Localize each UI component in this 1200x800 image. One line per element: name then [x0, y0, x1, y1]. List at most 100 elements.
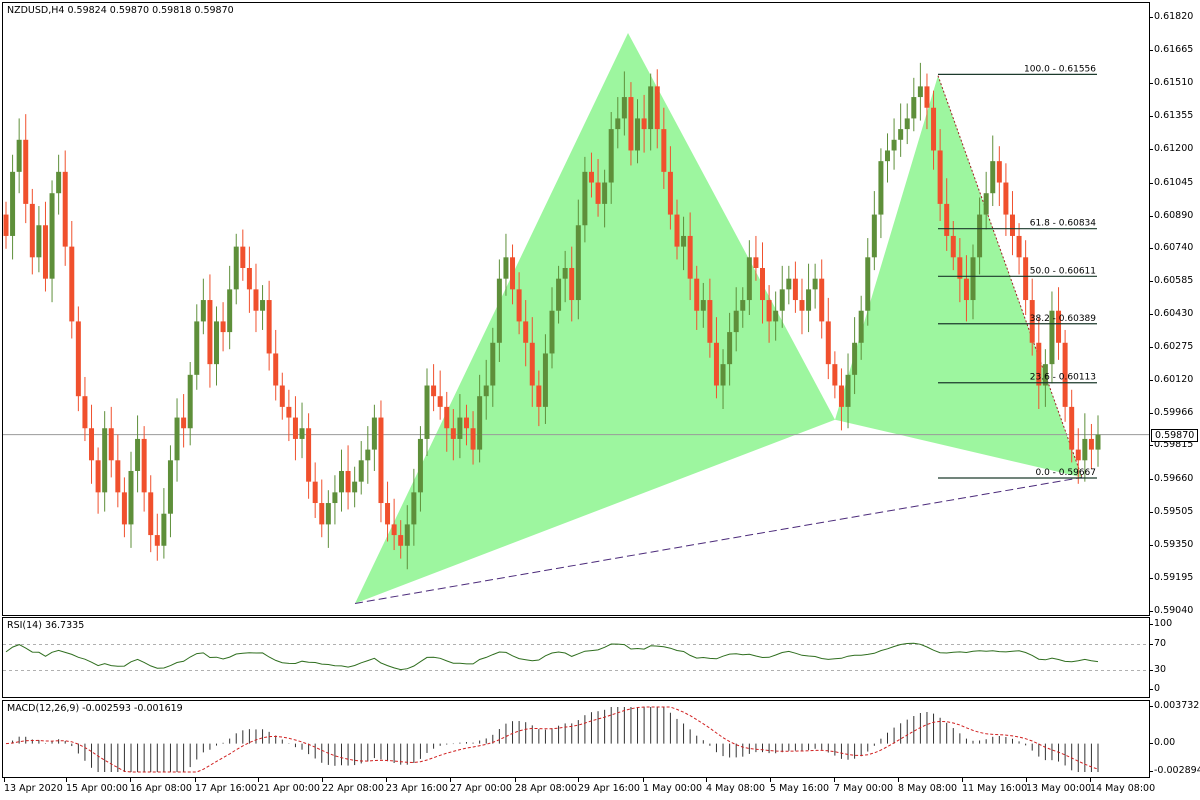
rsi-tick-label: 0 [1148, 683, 1161, 694]
candle-body [371, 417, 377, 450]
candle-body [898, 129, 904, 140]
candle [1016, 223, 1022, 275]
macd-pane[interactable]: MACD(12,26,9) -0.002593 -0.001619 [2, 700, 1150, 778]
candle-body [707, 300, 713, 343]
candle-body [648, 86, 654, 130]
rsi-tick-label: 70 [1148, 637, 1167, 649]
price-tick-label: 0.59966 [1148, 407, 1194, 419]
candle-body [194, 321, 200, 375]
candle [1082, 413, 1088, 482]
candle [746, 240, 752, 315]
candle-body [378, 417, 384, 504]
candle-body [1056, 310, 1062, 343]
candle-body [207, 300, 213, 365]
candle [904, 103, 910, 145]
candle-body [1075, 449, 1081, 461]
candle [82, 376, 88, 442]
candle-body [983, 193, 989, 215]
price-tick-label: 0.60120 [1148, 374, 1194, 386]
candle-body [273, 353, 279, 386]
candle-body [779, 289, 785, 311]
time-tick-mark [706, 778, 707, 782]
candle [1069, 389, 1075, 463]
candle-body [812, 278, 818, 290]
candle [529, 317, 535, 407]
candle-body [602, 182, 608, 204]
candle [621, 71, 627, 136]
time-tick-label: 23 Apr 16:00 [386, 783, 448, 794]
symbol-label: NZDUSD,H4 [7, 5, 65, 16]
candle-body [3, 214, 9, 236]
candle-body [391, 524, 397, 536]
candle [332, 475, 338, 525]
candle-body [674, 214, 680, 247]
candle-body [713, 342, 719, 386]
candle-body [352, 481, 358, 493]
candle-body [1095, 434, 1101, 450]
time-tick-mark [386, 778, 387, 782]
time-tick-mark [450, 778, 451, 782]
candle-body [924, 86, 930, 108]
macd-tick-label: 0.00 [1148, 736, 1176, 748]
candle-body [865, 257, 871, 311]
candle [207, 274, 213, 388]
candle [431, 364, 437, 412]
candle [174, 398, 180, 482]
candle-body [450, 428, 456, 439]
candle-body [141, 438, 147, 493]
rsi-pane[interactable]: RSI(14) 36.7335 [2, 617, 1150, 698]
candle-body [398, 535, 404, 546]
candle [141, 426, 147, 512]
fib-level-label: 0.0 - 0.59667 [1036, 468, 1097, 478]
candle-body [963, 278, 969, 301]
candle [957, 238, 963, 303]
candle-body [1088, 438, 1094, 450]
time-tick-label: 22 Apr 08:00 [322, 783, 384, 794]
candle-body [733, 310, 739, 333]
candle [286, 389, 292, 442]
candle-body [102, 428, 108, 493]
time-tick-label: 4 May 08:00 [706, 783, 766, 794]
rsi-tick-label: 30 [1148, 663, 1167, 675]
candle [404, 505, 410, 570]
candle [23, 114, 29, 224]
candle [260, 285, 266, 330]
candle [477, 374, 483, 463]
candle [595, 159, 601, 217]
time-tick-label: 14 May 08:00 [1090, 783, 1156, 794]
candle-body [878, 161, 884, 215]
candle-body [411, 492, 417, 525]
candle [1095, 415, 1101, 467]
candle-body [220, 321, 226, 333]
candle-body [292, 417, 298, 439]
candle-body [1049, 310, 1055, 365]
candle [365, 426, 371, 484]
candle [707, 278, 713, 358]
candle [121, 477, 127, 538]
candle [917, 62, 923, 121]
candle-body [56, 171, 62, 194]
time-tick-label: 28 Apr 08:00 [515, 783, 577, 794]
candle-body [23, 139, 29, 204]
rsi-line [5, 642, 1099, 671]
price-tick-label: 0.59505 [1148, 505, 1194, 517]
candle-body [1016, 235, 1022, 258]
candle [582, 156, 588, 243]
candle-body [786, 278, 792, 290]
candle [1003, 163, 1009, 236]
candle [963, 255, 969, 322]
candle [220, 302, 226, 352]
candle-body [181, 417, 187, 429]
candle-body [687, 235, 693, 279]
price-tick-label: 0.61665 [1148, 44, 1194, 56]
candle-body [490, 342, 496, 386]
candle-body [463, 417, 469, 429]
fib-level-label: 100.0 - 0.61556 [1024, 64, 1096, 74]
price-tick-label: 0.59815 [1148, 439, 1194, 451]
candle [832, 351, 838, 399]
candle-body [200, 300, 206, 322]
candle-body [477, 396, 483, 450]
candle-body [306, 428, 312, 482]
candle [161, 488, 167, 559]
